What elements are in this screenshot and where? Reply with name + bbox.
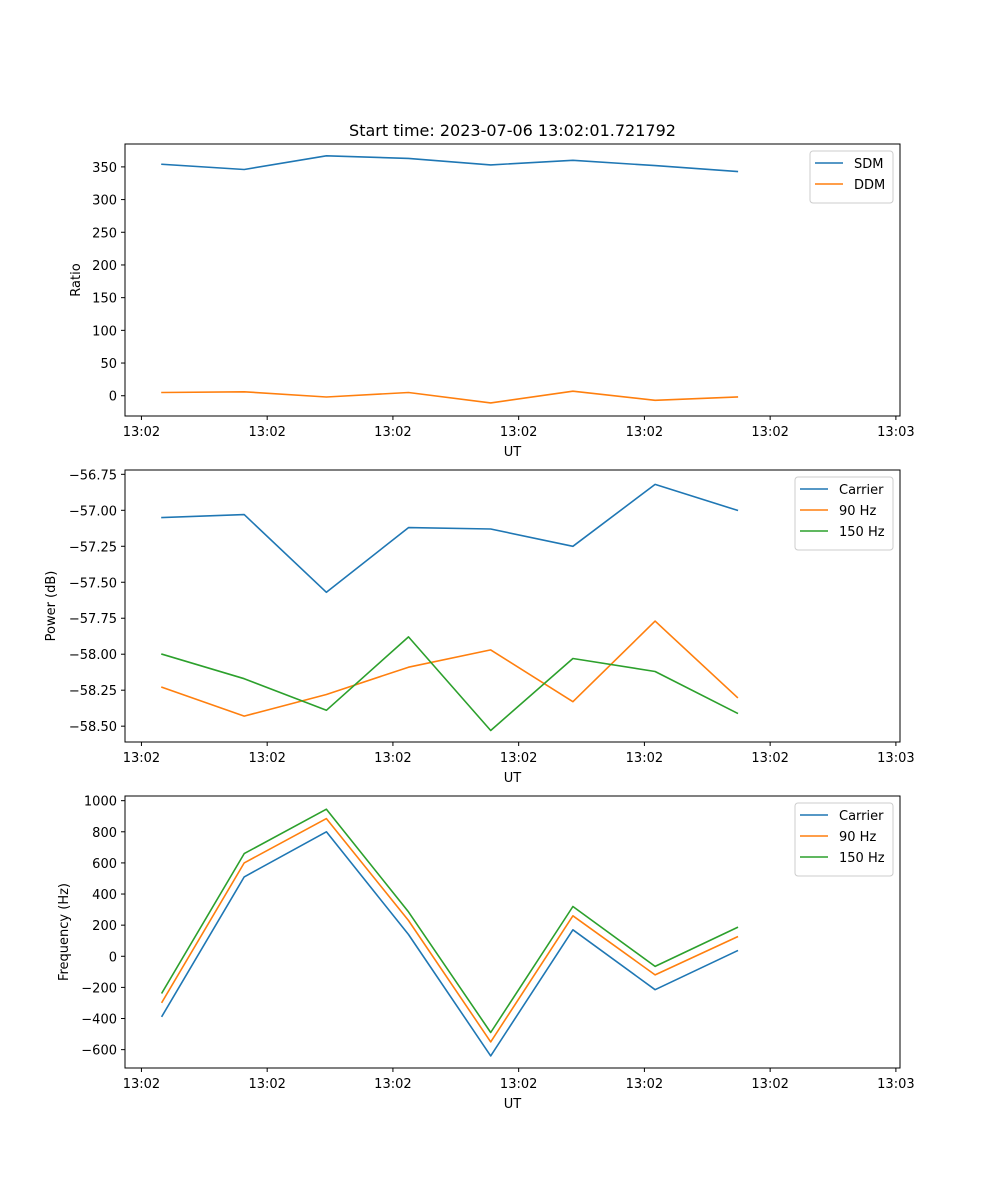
x-tick-label: 13:02 xyxy=(500,1077,537,1092)
subplot-3: 13:02 13:02 13:02 13:02 13:02 13:02 13:03 −600 −… xyxy=(57,795,915,1112)
x-tick-label: 13:03 xyxy=(877,425,914,440)
plot-area xyxy=(125,144,900,416)
y-tick-label: 200 xyxy=(92,919,117,934)
y-tick-label: 1000 xyxy=(84,795,117,810)
x-tick-label: 13:02 xyxy=(751,425,788,440)
y-tick-label: 0 xyxy=(109,390,117,405)
axes-frame xyxy=(124,469,901,743)
x-tick-label: 13:02 xyxy=(626,425,663,440)
subplots: 13:02 13:02 13:02 13:02 13:02 13:02 13:03 0 50 10… xyxy=(44,143,915,1112)
y-tick-label: −57.50 xyxy=(69,576,117,591)
x-axis-label: UT xyxy=(504,771,522,786)
series-line-150-hz xyxy=(160,808,739,1034)
plot-area xyxy=(125,470,900,742)
legend-label: 90 Hz xyxy=(839,830,876,845)
y-tick-label: 250 xyxy=(92,226,117,241)
y-tick-label: 200 xyxy=(92,259,117,274)
legend: Carrier 90 Hz 150 Hz xyxy=(794,802,894,877)
x-tick-label: 13:02 xyxy=(248,751,285,766)
y-tick-label: −57.25 xyxy=(69,540,117,555)
x-tick-label: 13:02 xyxy=(500,751,537,766)
y-tick-label: 300 xyxy=(92,194,117,209)
x-tick-label: 13:02 xyxy=(751,751,788,766)
x-tick-label: 13:02 xyxy=(123,751,160,766)
y-tick-label: 0 xyxy=(109,950,117,965)
x-tick-label: 13:02 xyxy=(626,1077,663,1092)
legend-label: SDM xyxy=(854,157,883,172)
x-tick-label: 13:02 xyxy=(123,1077,160,1092)
x-tick-label: 13:02 xyxy=(374,425,411,440)
plot-area xyxy=(125,796,900,1068)
series-line-sdm xyxy=(161,155,739,173)
y-tick-label: 50 xyxy=(100,357,117,372)
y-tick-label: 350 xyxy=(92,161,117,176)
x-tick-label: 13:02 xyxy=(123,425,160,440)
legend-label: 150 Hz xyxy=(839,851,885,866)
series-line-ddm xyxy=(161,390,739,404)
subplot-1: 13:02 13:02 13:02 13:02 13:02 13:02 13:03 0 50 10… xyxy=(69,143,915,460)
axes-frame xyxy=(124,143,901,417)
y-tick-label: −56.75 xyxy=(69,468,117,483)
y-tick-label: −57.75 xyxy=(69,612,117,627)
legend-label: Carrier xyxy=(839,809,884,824)
series-line-90-hz xyxy=(160,817,739,1043)
y-tick-label: 800 xyxy=(92,826,117,841)
y-tick-label: 600 xyxy=(92,857,117,872)
y-axis-label: Ratio xyxy=(69,263,84,296)
x-tick-label: 13:02 xyxy=(248,425,285,440)
y-axis-label: Frequency (Hz) xyxy=(57,883,72,981)
y-tick-label: 150 xyxy=(92,292,117,307)
x-axis-label: UT xyxy=(504,1097,522,1112)
y-tick-label: −400 xyxy=(81,1013,117,1028)
series-line-carrier xyxy=(161,483,739,594)
x-tick-label: 13:02 xyxy=(374,751,411,766)
y-tick-label: 400 xyxy=(92,888,117,903)
y-tick-label: −58.50 xyxy=(69,720,117,735)
legend: SDM DDM xyxy=(809,150,894,204)
y-tick-label: −600 xyxy=(81,1044,117,1059)
x-tick-label: 13:02 xyxy=(248,1077,285,1092)
x-tick-label: 13:03 xyxy=(877,1077,914,1092)
y-tick-label: 100 xyxy=(92,324,117,339)
series-line-carrier xyxy=(160,830,739,1057)
subplot-2: 13:02 13:02 13:02 13:02 13:02 13:02 13:03 −58.5… xyxy=(44,468,915,786)
legend-label: DDM xyxy=(854,178,885,193)
x-tick-label: 13:02 xyxy=(500,425,537,440)
series-line-150-hz xyxy=(161,636,739,732)
y-tick-label: −200 xyxy=(81,981,117,996)
legend: Carrier 90 Hz 150 Hz xyxy=(794,476,894,551)
legend-label: 150 Hz xyxy=(839,525,885,540)
y-tick-label: −58.00 xyxy=(69,648,117,663)
legend-label: Carrier xyxy=(839,483,884,498)
y-tick-label: −58.25 xyxy=(69,684,117,699)
x-tick-label: 13:02 xyxy=(626,751,663,766)
x-tick-label: 13:02 xyxy=(751,1077,788,1092)
x-tick-label: 13:02 xyxy=(374,1077,411,1092)
x-tick-label: 13:03 xyxy=(877,751,914,766)
figure-title: Start time: 2023-07-06 13:02:01.721792 xyxy=(349,121,676,140)
y-axis-label: Power (dB) xyxy=(44,571,59,642)
legend-label: 90 Hz xyxy=(839,504,876,519)
series-line-90-hz xyxy=(160,620,739,717)
x-axis-label: UT xyxy=(504,445,522,460)
y-tick-label: −57.00 xyxy=(69,504,117,519)
legend-box xyxy=(809,150,894,204)
axes-frame xyxy=(124,795,901,1069)
